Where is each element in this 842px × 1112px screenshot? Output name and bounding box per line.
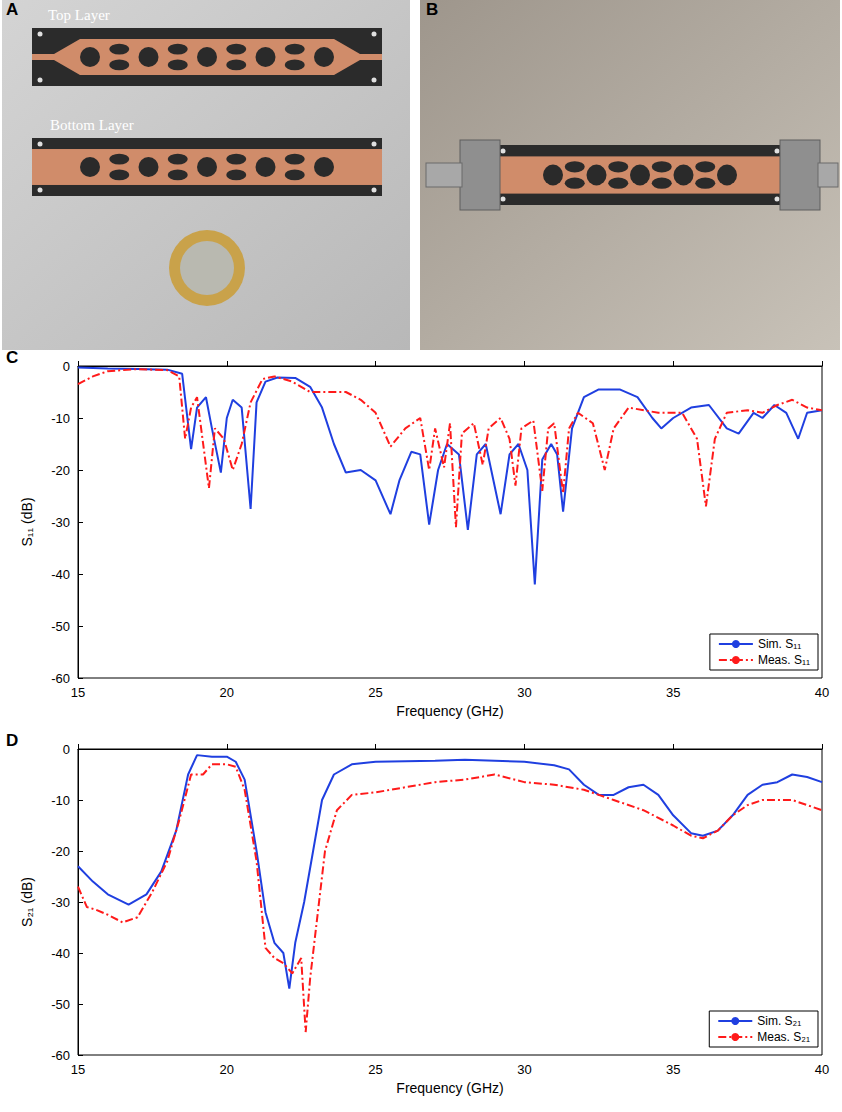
svg-text:20: 20 (220, 1062, 234, 1077)
svg-text:0: 0 (63, 359, 70, 374)
html-text:D: D (6, 731, 19, 750)
svg-text:-20: -20 (51, 463, 70, 478)
svg-text:0: 0 (63, 742, 70, 757)
svg-text:35: 35 (666, 685, 680, 700)
svg-text:40: 40 (815, 1062, 829, 1077)
svg-text:Bottom Layer: Bottom Layer (50, 117, 134, 133)
svg-text:30: 30 (517, 1062, 531, 1077)
svg-text:15: 15 (71, 685, 85, 700)
html-text:B: B (426, 0, 439, 19)
svg-text:-10: -10 (51, 793, 70, 808)
svg-text:25: 25 (368, 685, 382, 700)
svg-text:Meas. S₂₁: Meas. S₂₁ (757, 1030, 810, 1044)
svg-text:40: 40 (815, 685, 829, 700)
svg-text:Sim. S₁₁: Sim. S₁₁ (758, 637, 801, 651)
svg-text:-10: -10 (51, 411, 70, 426)
svg-text:-60: -60 (51, 1048, 70, 1063)
svg-text:-50: -50 (51, 619, 70, 634)
svg-text:Sim. S₂₁: Sim. S₂₁ (757, 1014, 801, 1028)
svg-text:Frequency (GHz): Frequency (GHz) (396, 1080, 503, 1096)
svg-text:-40: -40 (51, 567, 70, 582)
svg-text:-60: -60 (51, 671, 70, 686)
svg-text:15: 15 (71, 1062, 85, 1077)
svg-text:25: 25 (368, 1062, 382, 1077)
svg-text:35: 35 (666, 1062, 680, 1077)
svg-text:-20: -20 (51, 844, 70, 859)
svg-text:-50: -50 (51, 997, 70, 1012)
svg-text:Frequency (GHz): Frequency (GHz) (396, 703, 503, 719)
svg-text:30: 30 (517, 685, 531, 700)
svg-text:S₂₁ (dB): S₂₁ (dB) (19, 877, 35, 927)
svg-text:-30: -30 (51, 515, 70, 530)
svg-text:Top Layer: Top Layer (48, 7, 110, 23)
svg-text:S₁₁ (dB): S₁₁ (dB) (19, 497, 35, 546)
svg-text:Meas. S₁₁: Meas. S₁₁ (758, 653, 810, 667)
svg-text:-30: -30 (51, 895, 70, 910)
svg-text:20: 20 (220, 685, 234, 700)
svg-text:-40: -40 (51, 946, 70, 961)
html-text:A: A (6, 0, 19, 19)
html-text:C: C (6, 348, 19, 367)
